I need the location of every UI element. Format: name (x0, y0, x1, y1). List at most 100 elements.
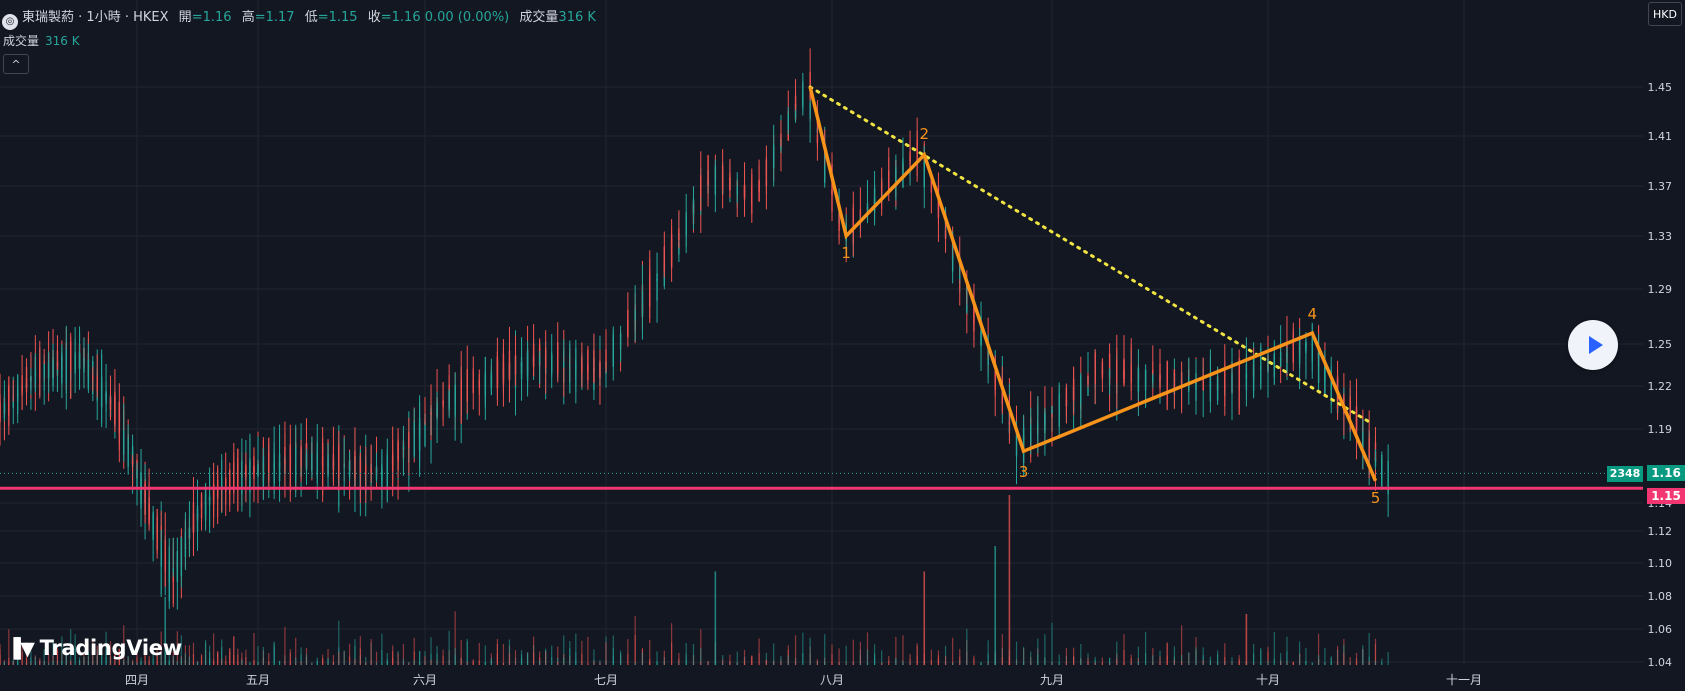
volume-bar (172, 656, 174, 665)
volume-bar (736, 662, 738, 665)
tradingview-logo[interactable]: ▐▼ TradingView (6, 636, 182, 660)
volume-bar (249, 662, 251, 665)
volume-pane-value: 316 K (45, 34, 80, 48)
volume-bar (460, 640, 462, 665)
candle-body (1001, 400, 1004, 404)
volume-bar (722, 659, 724, 665)
candle-body (127, 437, 129, 467)
volume-bar (430, 659, 432, 665)
volume-bars (0, 495, 1389, 665)
volume-bar (209, 645, 211, 665)
volume-value: 316 K (558, 10, 596, 25)
collapse-legend-button[interactable]: ^ (3, 54, 29, 74)
time-axis[interactable]: 四月 五月 六月 七月 八月 九月 十月 十一月 (125, 673, 1482, 687)
volume-bar (959, 656, 961, 665)
candle-body (123, 430, 125, 455)
candle-body (1311, 349, 1313, 356)
candle-body (1116, 359, 1118, 384)
volume-bar (1116, 658, 1118, 665)
volume-bar (316, 660, 318, 665)
volume-bar (295, 637, 297, 665)
volume-bar (1123, 662, 1125, 665)
candle-body (253, 465, 255, 473)
volume-bar (1273, 632, 1275, 665)
candle-body (442, 400, 444, 404)
volume-bar (1145, 652, 1147, 665)
volume-bar (43, 649, 45, 665)
volume-bar (1101, 657, 1103, 665)
volume-bar (225, 660, 227, 665)
candle-body (0, 394, 1, 422)
volume-bar (1317, 655, 1320, 665)
candle-body (21, 375, 23, 396)
replay-play-button[interactable] (1568, 320, 1618, 370)
candle-body (1231, 373, 1233, 393)
candle-body (65, 349, 67, 384)
candle-body (859, 209, 862, 217)
candle-body (92, 375, 94, 381)
candle-body (52, 360, 54, 378)
candle-body (895, 166, 897, 188)
candle-body (551, 354, 553, 374)
support-price-tag: 1.15 (1647, 488, 1685, 505)
volume-bar (213, 633, 215, 665)
volume-bar (557, 657, 559, 665)
volume-bar (180, 657, 182, 665)
price-tick-11: 1.37 (1648, 180, 1673, 193)
candle-body (204, 488, 207, 521)
candle-body (370, 468, 372, 474)
volume-bar (1362, 649, 1364, 665)
volume-bar (599, 659, 601, 665)
candle-body (70, 343, 72, 372)
volume-spike-bar (164, 597, 167, 665)
volume-bar (105, 631, 107, 665)
volume-bar (123, 625, 125, 665)
volume-bar (1159, 656, 1161, 665)
volume-bar (787, 655, 789, 665)
candle-body (131, 459, 134, 464)
candle-body (496, 361, 499, 384)
volume-bar (563, 657, 565, 665)
candle-body (780, 133, 782, 139)
volume-bar (1368, 633, 1370, 665)
volume-bar (707, 660, 709, 665)
candle-body (1317, 350, 1320, 383)
time-tick-6: 十月 (1256, 673, 1280, 687)
candle-body (56, 362, 59, 368)
symbol-legend[interactable]: ◎ 東瑞製葯 · 1小時 · HKEX 開=1.16 高=1.17 低=1.15 … (2, 6, 596, 30)
time-tick-7: 十一月 (1446, 673, 1482, 687)
candle-body (156, 517, 158, 550)
volume-bar (692, 643, 695, 665)
last-price-tag: 1.16 (1647, 465, 1685, 482)
volume-bar (563, 635, 565, 665)
candle-body (168, 578, 170, 580)
volume-bar (430, 654, 432, 665)
currency-button[interactable]: HKD (1648, 2, 1682, 26)
volume-bar (397, 653, 399, 665)
volume-bar (354, 645, 356, 665)
volume-bar (736, 651, 738, 665)
volume-pane-legend[interactable]: 成交量 316 K (3, 32, 80, 49)
candle-body (1022, 438, 1025, 440)
candle-body (1108, 372, 1111, 375)
chart-grid (0, 0, 1643, 665)
volume-bar (773, 643, 775, 665)
volume-bar (973, 655, 975, 665)
volume-bar (74, 634, 76, 665)
candle-body (1166, 374, 1168, 384)
volume-bar (375, 662, 378, 665)
candle-body (944, 230, 947, 239)
price-axis[interactable]: 1.041.061.081.101.121.141.191.221.251.29… (1648, 81, 1673, 669)
candle-body (87, 359, 90, 390)
volume-bar (1123, 634, 1125, 665)
volume-bar (551, 645, 553, 665)
volume-bar (1280, 653, 1282, 665)
volume-bar (273, 643, 275, 665)
volume-bar (148, 662, 150, 665)
volume-bar (454, 611, 456, 665)
open-label: 開 (178, 10, 192, 25)
candle-body (278, 453, 281, 482)
candle-body (729, 177, 731, 191)
candle-body (1180, 380, 1183, 383)
